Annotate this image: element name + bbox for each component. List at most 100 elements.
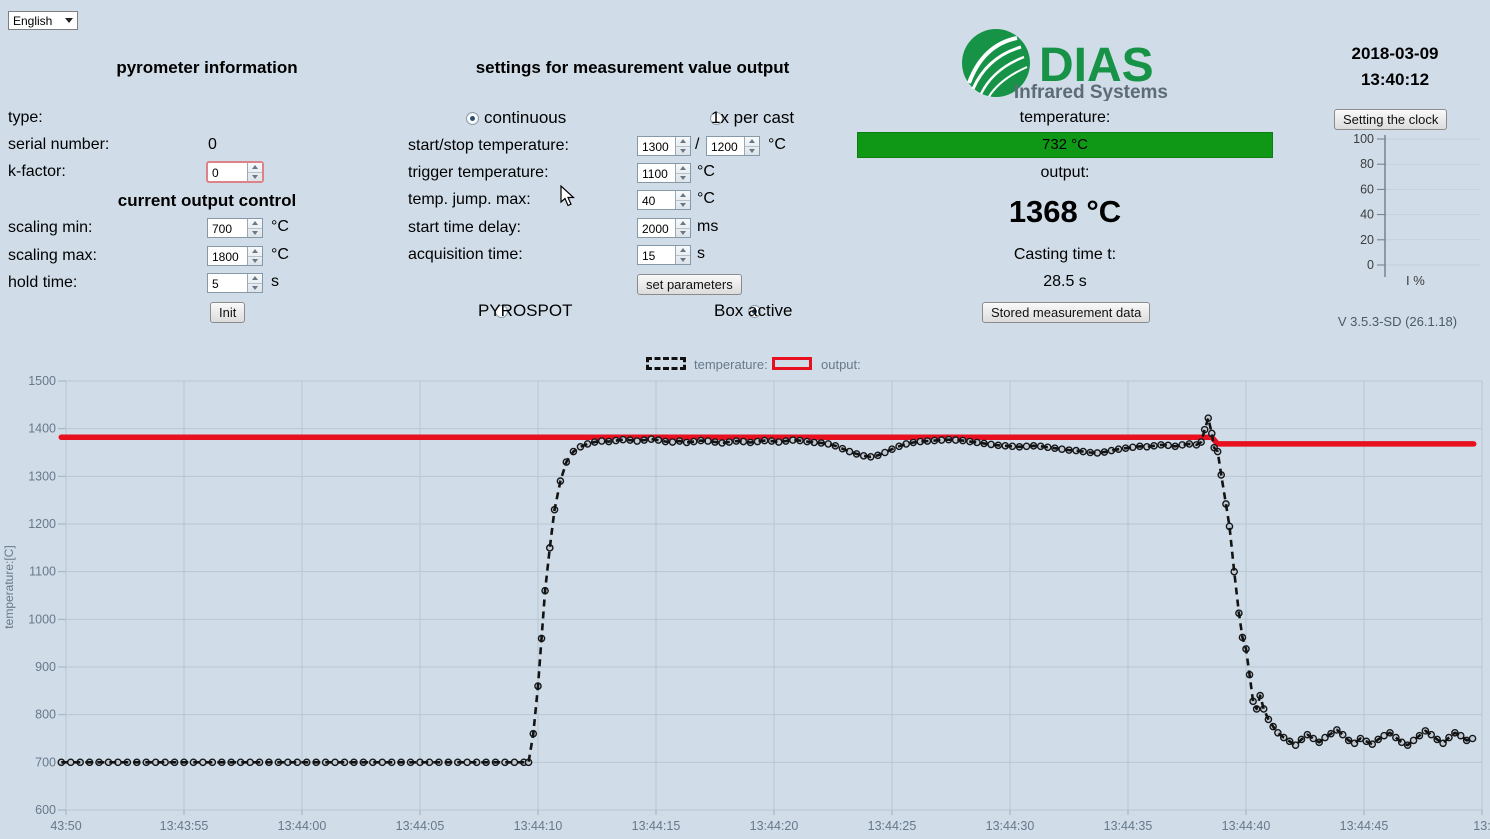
- svg-text:1300: 1300: [28, 469, 56, 483]
- spin-down-icon[interactable]: [680, 148, 686, 153]
- legend-output-label: output:: [821, 357, 861, 372]
- svg-text:43:50: 43:50: [50, 819, 81, 833]
- acquisition-time-spinner-buttons[interactable]: [675, 246, 690, 264]
- start-time-delay-value[interactable]: 2000: [642, 222, 669, 236]
- scaling-min-value[interactable]: 700: [212, 222, 233, 236]
- spin-up-icon[interactable]: [252, 165, 258, 170]
- start-time-delay-spinner-buttons[interactable]: [675, 219, 690, 237]
- dias-logo-subtext: Infrared Systems: [1014, 82, 1168, 101]
- spin-down-icon[interactable]: [252, 230, 258, 235]
- spin-down-icon[interactable]: [252, 258, 258, 263]
- legend-temperature-swatch: [646, 357, 686, 370]
- legend-temperature-label: temperature:: [694, 357, 768, 372]
- trigger-temperature-label: trigger temperature:: [408, 164, 549, 181]
- hold-time-input[interactable]: 5: [207, 273, 263, 293]
- time-display: 13:40:12: [1360, 70, 1430, 89]
- scaling-min-label: scaling min:: [8, 219, 93, 236]
- trigger-temperature-input[interactable]: 1100: [637, 163, 691, 183]
- svg-text:13:43:55: 13:43:55: [160, 819, 209, 833]
- spin-down-icon[interactable]: [680, 202, 686, 207]
- spin-up-icon[interactable]: [252, 249, 258, 254]
- scaling-min-input[interactable]: 700: [207, 218, 263, 238]
- spin-down-icon[interactable]: [680, 257, 686, 262]
- svg-text:1000: 1000: [28, 612, 56, 626]
- date-display: 2018-03-09: [1351, 44, 1439, 63]
- k-factor-spinner-buttons[interactable]: [247, 163, 262, 181]
- temp-jump-max-unit: °C: [697, 190, 715, 207]
- radio-box-active-label[interactable]: Box active: [714, 301, 793, 320]
- output-percent-gauge: 100 80 60 40 20 0 I %: [1353, 132, 1480, 288]
- start-temperature-value[interactable]: 1300: [642, 140, 669, 154]
- radio-1x-per-cast[interactable]: [710, 112, 724, 125]
- hold-time-value[interactable]: 5: [212, 277, 219, 291]
- spin-up-icon[interactable]: [680, 248, 686, 253]
- start-stop-temperature-label: start/stop temperature:: [408, 137, 569, 154]
- scaling-max-spinner-buttons[interactable]: [247, 247, 262, 265]
- settings-title: settings for measurement value output: [475, 58, 790, 77]
- stop-temperature-spinner-buttons[interactable]: [744, 137, 759, 155]
- scaling-min-spinner-buttons[interactable]: [247, 219, 262, 237]
- k-factor-input[interactable]: 0: [206, 161, 264, 183]
- spin-down-icon[interactable]: [680, 230, 686, 235]
- spin-up-icon[interactable]: [252, 276, 258, 281]
- svg-text:60: 60: [1360, 182, 1374, 196]
- spin-up-icon[interactable]: [252, 221, 258, 226]
- start-time-delay-input[interactable]: 2000: [637, 218, 691, 238]
- radio-1x-per-cast-label[interactable]: 1x per cast: [711, 108, 795, 127]
- version-text: V 3.5.3-SD (26.1.18): [1337, 314, 1458, 329]
- language-select[interactable]: English: [8, 11, 78, 30]
- setting-the-clock-button[interactable]: Setting the clock: [1334, 109, 1448, 130]
- spin-up-icon[interactable]: [749, 139, 755, 144]
- trigger-temperature-spinner-buttons[interactable]: [675, 164, 690, 182]
- start-stop-separator: /: [695, 136, 700, 153]
- spin-up-icon[interactable]: [680, 193, 686, 198]
- spin-up-icon[interactable]: [680, 166, 686, 171]
- type-label: type:: [8, 109, 43, 126]
- k-factor-value[interactable]: 0: [212, 166, 219, 180]
- start-temperature-input[interactable]: 1300: [637, 136, 691, 156]
- spin-down-icon[interactable]: [252, 174, 258, 179]
- radio-continuous[interactable]: [466, 112, 479, 125]
- temp-jump-max-input[interactable]: 40: [637, 190, 691, 210]
- set-parameters-button[interactable]: set parameters: [637, 274, 742, 295]
- acquisition-time-unit: s: [697, 245, 705, 262]
- output-label: output:: [1040, 164, 1090, 181]
- radio-box-active[interactable]: [748, 305, 762, 318]
- dropdown-caret-icon: [65, 18, 73, 23]
- pyrometer-information-title: pyrometer information: [116, 58, 298, 77]
- scaling-max-input[interactable]: 1800: [207, 246, 263, 266]
- svg-text:13:44:35: 13:44:35: [1104, 819, 1153, 833]
- temp-jump-max-spinner-buttons[interactable]: [675, 191, 690, 209]
- spin-up-icon[interactable]: [680, 221, 686, 226]
- output-value: 1368 °C: [1008, 194, 1122, 229]
- radio-pyrospot[interactable]: [494, 305, 508, 318]
- svg-text:13:44:05: 13:44:05: [396, 819, 445, 833]
- language-select-value: English: [13, 13, 53, 28]
- start-temperature-spinner-buttons[interactable]: [675, 137, 690, 155]
- radio-continuous-label[interactable]: continuous: [484, 108, 567, 127]
- stop-temperature-value[interactable]: 1200: [711, 140, 738, 154]
- spin-down-icon[interactable]: [749, 148, 755, 153]
- start-time-delay-label: start time delay:: [408, 219, 521, 236]
- trigger-temperature-value[interactable]: 1100: [642, 167, 668, 181]
- spin-down-icon[interactable]: [252, 285, 258, 290]
- acquisition-time-input[interactable]: 15: [637, 245, 691, 265]
- svg-text:1400: 1400: [28, 422, 56, 436]
- hold-time-spinner-buttons[interactable]: [247, 274, 262, 292]
- serial-number-label: serial number:: [8, 136, 110, 153]
- spin-down-icon[interactable]: [680, 175, 686, 180]
- acquisition-time-value[interactable]: 15: [642, 249, 656, 263]
- svg-text:900: 900: [35, 660, 56, 674]
- temperature-status-bar: 732 °C: [857, 132, 1273, 158]
- dias-logo: DIAS Infrared Systems: [962, 29, 1168, 101]
- stored-measurement-data-button[interactable]: Stored measurement data: [982, 302, 1151, 323]
- svg-text:80: 80: [1360, 157, 1374, 171]
- svg-text:temperature:[C]: temperature:[C]: [2, 545, 16, 628]
- init-button[interactable]: Init: [210, 302, 246, 323]
- radio-pyrospot-label[interactable]: PYROSPOT: [478, 301, 573, 320]
- scaling-max-value[interactable]: 1800: [212, 250, 239, 264]
- spin-up-icon[interactable]: [680, 139, 686, 144]
- temp-jump-max-value[interactable]: 40: [642, 194, 656, 208]
- stop-temperature-input[interactable]: 1200: [706, 136, 760, 156]
